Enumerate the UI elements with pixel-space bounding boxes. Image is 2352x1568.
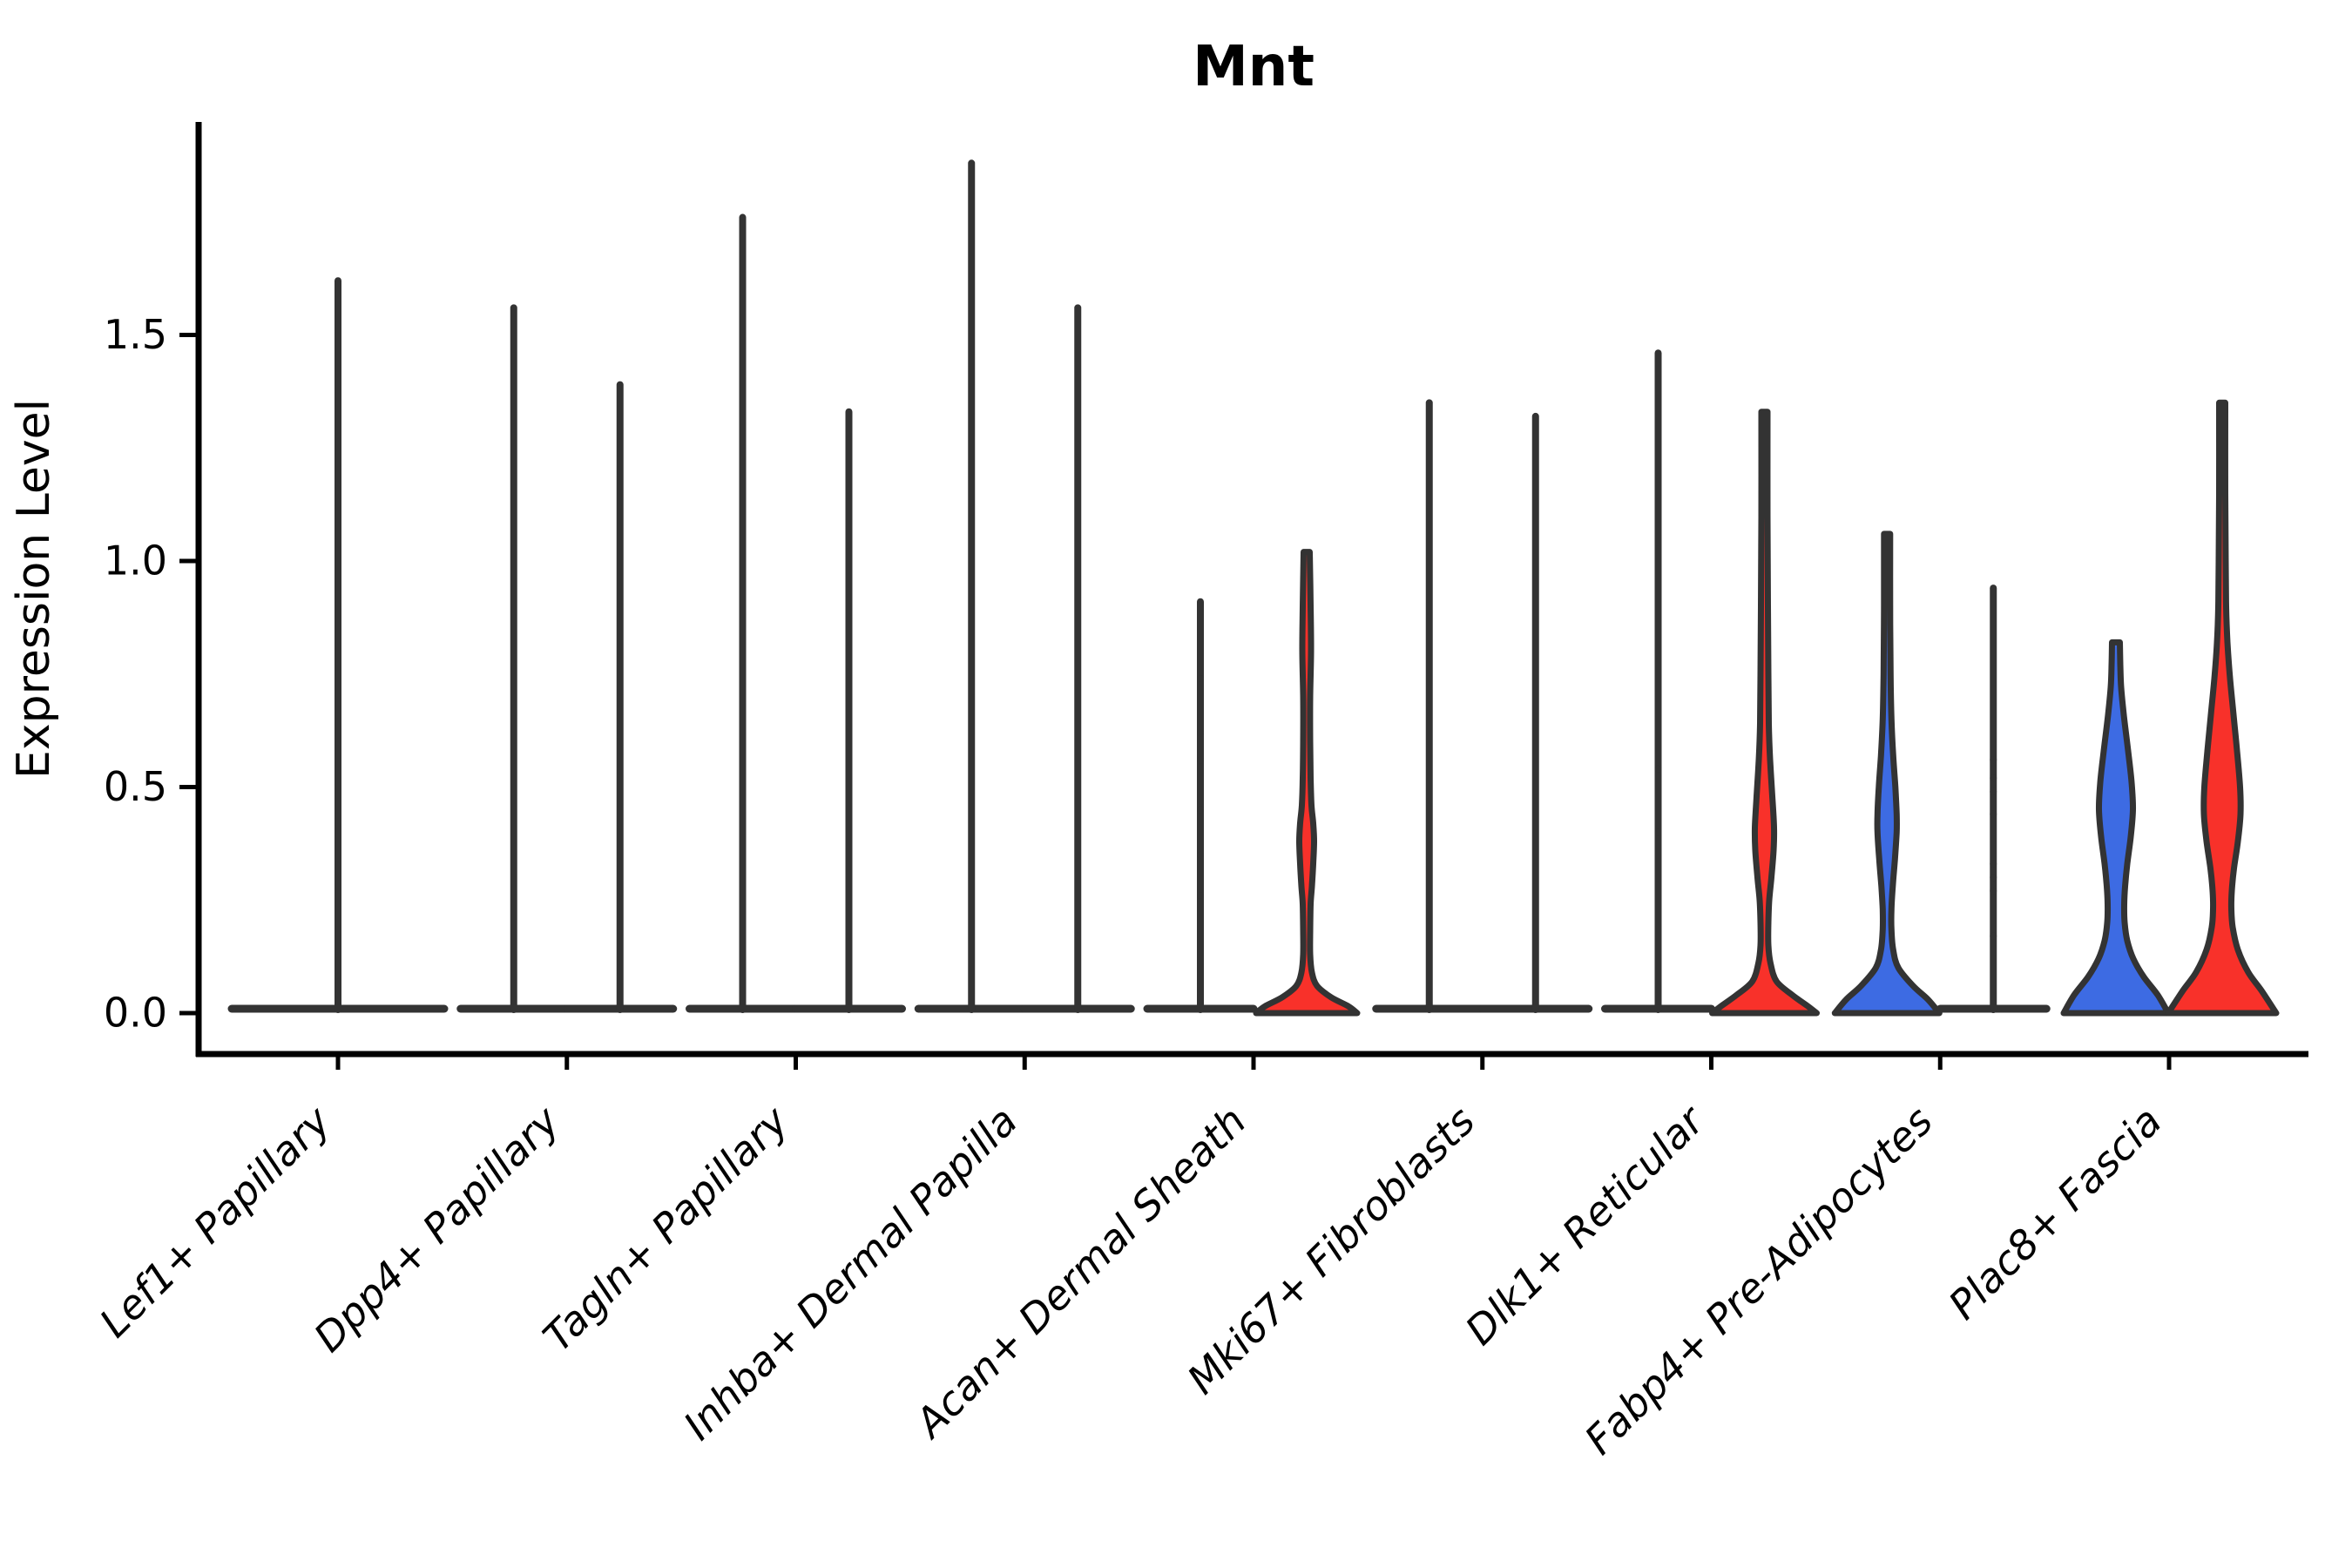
data-point [1990, 756, 1997, 764]
violin-dlk1-reticular-g2 [1709, 409, 1820, 1017]
violin-lef1-papillary-gboth [227, 277, 449, 1013]
violin-body [1831, 531, 1943, 1017]
violin-body [2060, 639, 2172, 1017]
data-point [1197, 851, 1204, 859]
data-point [1990, 810, 1997, 818]
data-point [1197, 756, 1204, 764]
violin-inhba-dermal-papilla-g1 [914, 159, 1029, 1013]
y-tick-label: 1.5 [104, 311, 167, 358]
data-point [1990, 787, 1997, 795]
x-tick-label: Dlk1+ Reticular [1456, 1095, 1715, 1354]
data-point [1654, 765, 1662, 773]
violin-body [2165, 399, 2280, 1017]
data-point [1990, 874, 1997, 882]
y-tick-label: 0.5 [104, 763, 167, 810]
data-point [1990, 932, 1997, 940]
data-point [1197, 806, 1204, 814]
data-point [1990, 887, 1997, 895]
violin-tagln-papillary-g1 [686, 213, 800, 1013]
data-point [1197, 892, 1204, 900]
violin-plac8-fascia-g1 [2060, 639, 2172, 1017]
violin-fabp4-pre-adipocytes-g2 [1936, 585, 2051, 1013]
x-tick-label: Lef1+ Papillary [91, 1097, 340, 1346]
data-point [1197, 674, 1204, 682]
x-tick-label: Tagln+ Papillary [534, 1097, 798, 1361]
violin-tagln-papillary-g2 [792, 408, 906, 1013]
violin-mki67-fibroblasts-g1 [1372, 399, 1487, 1013]
data-point [1990, 774, 1997, 782]
y-tick-label: 0.0 [104, 990, 167, 1037]
y-tick-label: 1.0 [104, 537, 167, 585]
violin-dpp4-papillary-g1 [456, 304, 571, 1013]
violin-plac8-fascia-g2 [2165, 399, 2280, 1017]
x-tick-label: Plac8+ Fascia [1939, 1098, 2170, 1328]
data-point [1197, 729, 1204, 737]
violin-acan-dermal-sheath-g1 [1143, 598, 1258, 1013]
violin-inhba-dermal-papilla-g2 [1020, 304, 1135, 1013]
violin-acan-dermal-sheath-g2 [1253, 549, 1361, 1017]
violin-mki67-fibroblasts-g2 [1478, 412, 1593, 1013]
y-ticks: 0.0 0.5 1.0 1.5 [104, 311, 199, 1037]
violin-dlk1-reticular-g1 [1601, 349, 1715, 1013]
x-tick-label: Dpp4+ Papillary [305, 1097, 569, 1361]
data-point [1990, 860, 1997, 868]
violin-dpp4-papillary-g2 [563, 381, 678, 1013]
violin-body [1709, 409, 1820, 1017]
violin-fabp4-pre-adipocytes-g1 [1831, 531, 1943, 1017]
data-point [1654, 828, 1662, 836]
violins-layer [227, 159, 2280, 1017]
y-axis-label: Expression Level [8, 399, 60, 779]
chart-title: Mnt [1193, 35, 1315, 99]
violin-body [1253, 549, 1361, 1017]
